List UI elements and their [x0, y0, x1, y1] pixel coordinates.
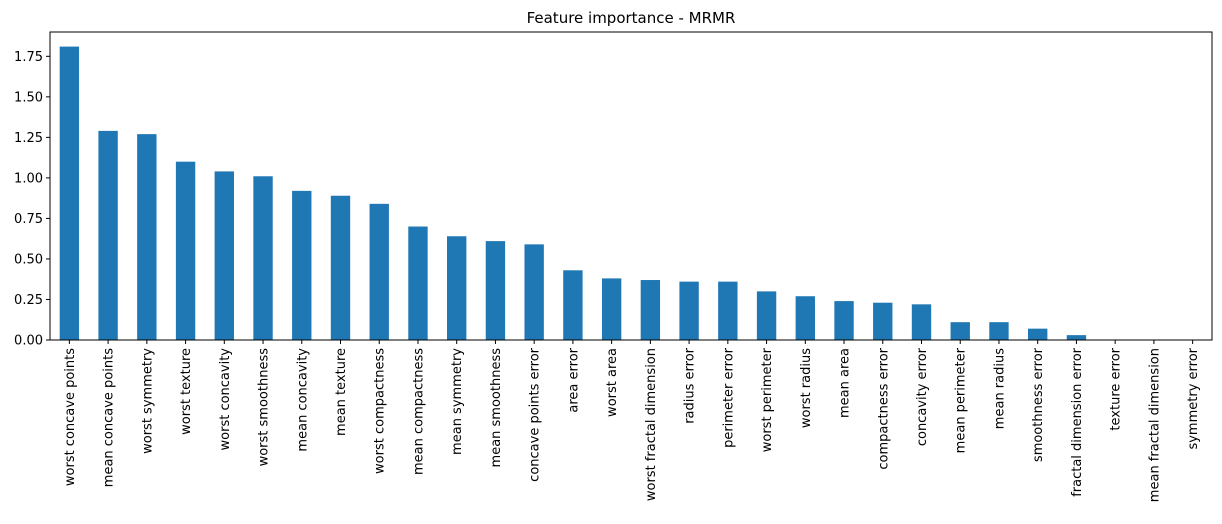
x-tick-label: perimeter error — [721, 347, 736, 448]
bar — [834, 301, 854, 340]
x-tick-label: symmetry error — [1186, 347, 1201, 449]
y-tick-label: 0.50 — [14, 252, 43, 267]
bar — [989, 322, 1009, 340]
y-axis: 0.00 0.25 0.50 0.75 1.00 1.25 1.50 1.75 — [14, 50, 50, 349]
x-tick-label: mean radius — [992, 348, 1007, 429]
bar — [59, 46, 80, 340]
x-tick-label: fractal dimension error — [1070, 347, 1085, 496]
x-tick-label: mean perimeter — [954, 347, 969, 453]
bar — [485, 241, 506, 340]
x-tick-label: concavity error — [915, 347, 930, 446]
x-tick-label: worst compactness — [373, 348, 388, 474]
x-tick-label: mean concavity — [295, 348, 310, 452]
bar — [640, 280, 661, 340]
x-tick-label: worst smoothness — [257, 348, 272, 467]
x-tick-label: mean fractal dimension — [1147, 348, 1162, 502]
bar — [292, 190, 312, 340]
x-tick-label: concave points error — [528, 347, 543, 481]
y-tick-label: 1.50 — [14, 90, 43, 105]
bar — [1066, 335, 1087, 340]
x-tick-label: worst area — [605, 348, 620, 417]
x-tick-label: worst perimeter — [760, 347, 775, 452]
x-tick-label: mean symmetry — [450, 348, 465, 455]
x-tick-label: texture error — [1109, 347, 1124, 430]
x-tick-label: worst texture — [179, 348, 194, 435]
y-tick-label: 1.00 — [14, 171, 43, 186]
bar — [911, 304, 932, 340]
y-tick-label: 1.25 — [14, 131, 43, 146]
x-tick-label: worst concave points — [63, 348, 78, 486]
x-tick-label: mean concave points — [102, 348, 117, 487]
bar — [756, 291, 777, 340]
bar — [137, 134, 157, 340]
y-tick-label: 0.25 — [14, 293, 43, 308]
bar — [253, 176, 273, 340]
bar — [718, 281, 738, 340]
bar — [601, 278, 622, 340]
y-tick-label: 0.00 — [14, 334, 43, 349]
x-tick-label: radius error — [683, 347, 698, 423]
plot-frame — [49, 31, 1213, 341]
bar — [408, 226, 428, 340]
y-tick-label: 0.75 — [14, 212, 43, 227]
bar — [679, 281, 699, 340]
bar — [447, 236, 467, 340]
chart-title: Feature importance - MRMR — [527, 9, 736, 27]
bar — [175, 161, 196, 340]
bar — [214, 171, 234, 340]
x-tick-label: mean area — [838, 348, 853, 418]
bar — [563, 270, 583, 340]
x-tick-label: smoothness error — [1031, 347, 1046, 462]
x-tick-label: area error — [566, 347, 581, 412]
bar — [795, 296, 815, 340]
x-tick-label: compactness error — [876, 347, 891, 469]
x-axis: worst concave points mean concave points w… — [63, 340, 1201, 502]
bar — [369, 203, 389, 340]
x-tick-label: worst radius — [799, 348, 814, 428]
bars-group — [59, 46, 1087, 340]
x-tick-label: mean compactness — [411, 348, 426, 475]
x-tick-label: worst fractal dimension — [644, 348, 659, 501]
bar — [1028, 328, 1048, 340]
bar — [330, 195, 351, 340]
bar — [950, 322, 970, 340]
y-tick-label: 1.75 — [14, 50, 43, 65]
bar — [873, 302, 893, 340]
x-tick-label: worst concavity — [218, 348, 233, 451]
x-tick-label: mean smoothness — [489, 348, 504, 468]
x-tick-label: worst symmetry — [140, 348, 155, 454]
bar — [98, 130, 118, 340]
x-tick-label: mean texture — [334, 348, 349, 436]
bar — [524, 244, 544, 340]
